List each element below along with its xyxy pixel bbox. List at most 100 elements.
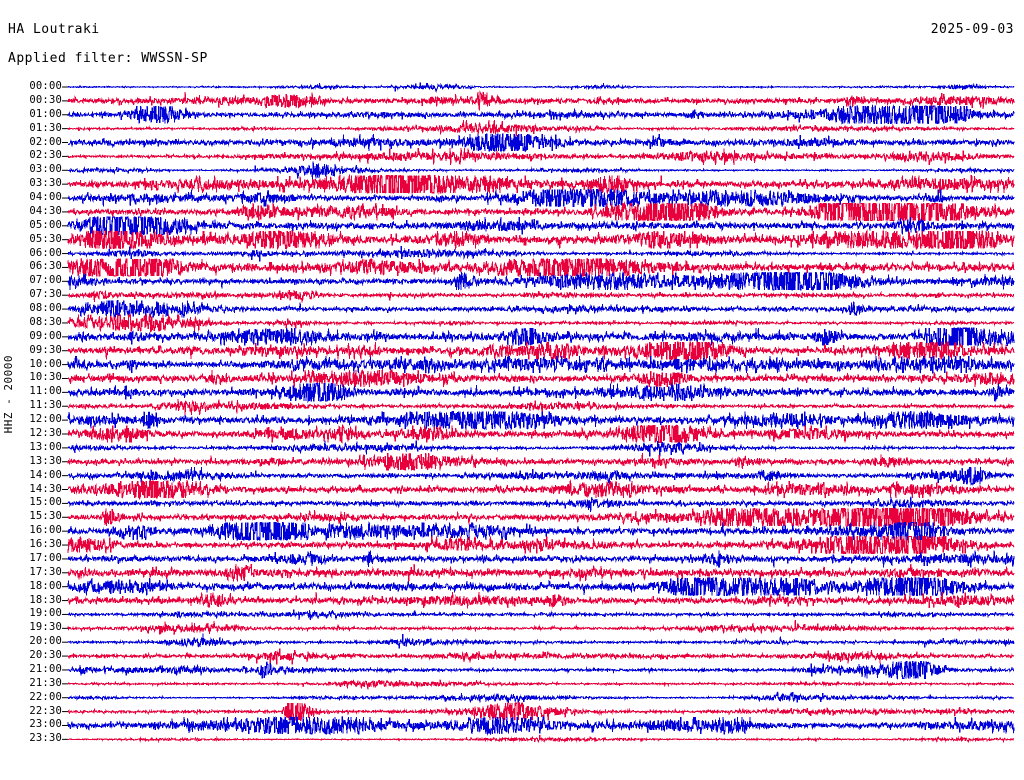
- time-tick-label: 06:00: [29, 246, 62, 259]
- trace-0230: [67, 147, 1015, 166]
- trace-0630: [67, 257, 1015, 278]
- station-title: HA Loutraki: [8, 22, 100, 37]
- time-tick-label: 21:30: [29, 676, 62, 689]
- trace-2330: [67, 734, 1015, 744]
- trace-0730: [67, 289, 1015, 303]
- time-tick-label: 00:30: [29, 93, 62, 106]
- time-tick-label: 05:30: [29, 232, 62, 245]
- time-tick-label: 11:00: [29, 385, 62, 398]
- trace-1600: [67, 520, 1015, 542]
- trace-2100: [67, 660, 1015, 680]
- applied-filter-label: Applied filter: WWSSN-SP: [8, 51, 208, 66]
- trace-0130: [67, 119, 1015, 137]
- trace-1500: [67, 496, 1015, 513]
- time-tick-label: 23:00: [29, 718, 62, 731]
- trace-0530: [67, 229, 1015, 251]
- time-tick-label: 19:30: [29, 621, 62, 634]
- time-tick-label: 03:30: [29, 177, 62, 190]
- trace-1000: [67, 355, 1015, 374]
- trace-1100: [67, 383, 1015, 404]
- time-tick-label: 14:00: [29, 468, 62, 481]
- trace-2000: [67, 633, 1015, 649]
- time-tick-label: 02:30: [29, 149, 62, 162]
- time-tick-label: 22:00: [29, 690, 62, 703]
- time-tick-label: 11:30: [29, 399, 62, 412]
- trace-0900: [67, 327, 1015, 347]
- trace-0330: [67, 173, 1015, 195]
- trace-2130: [67, 679, 1015, 690]
- y-axis-tick-labels: 00:00 00:30 01:00 01:30 02:00 02:30 03:00 03:30…: [0, 78, 62, 768]
- time-tick-label: 22:30: [29, 704, 62, 717]
- trace-0500: [67, 216, 1015, 236]
- record-date: 2025-09-03: [930, 22, 1014, 37]
- time-tick-label: 20:30: [29, 649, 62, 662]
- time-tick-label: 02:00: [29, 135, 62, 148]
- trace-1930: [67, 620, 1015, 636]
- time-tick-label: 09:30: [29, 343, 62, 356]
- time-tick-label: 05:00: [29, 218, 62, 231]
- trace-1530: [67, 507, 1015, 528]
- trace-0830: [67, 313, 1015, 333]
- time-tick-label: 17:30: [29, 565, 62, 578]
- time-tick-label: 03:00: [29, 163, 62, 176]
- trace-1700: [67, 550, 1015, 568]
- time-tick-label: 07:00: [29, 274, 62, 287]
- trace-0430: [67, 201, 1015, 222]
- trace-0200: [67, 133, 1015, 153]
- time-tick-label: 19:00: [29, 607, 62, 620]
- trace-1300: [67, 440, 1015, 457]
- trace-2300: [67, 715, 1015, 736]
- trace-0100: [67, 104, 1015, 125]
- time-tick-label: 23:30: [29, 732, 62, 745]
- trace-2200: [67, 691, 1015, 704]
- time-tick-label: 18:00: [29, 579, 62, 592]
- time-tick-label: 01:00: [29, 107, 62, 120]
- time-tick-label: 10:00: [29, 357, 62, 370]
- trace-0400: [67, 187, 1015, 209]
- trace-1200: [67, 409, 1015, 431]
- trace-0000: [67, 82, 1015, 93]
- time-tick-label: 16:30: [29, 538, 62, 551]
- time-tick-label: 18:30: [29, 593, 62, 606]
- time-tick-label: 10:30: [29, 371, 62, 384]
- trace-1830: [67, 591, 1015, 609]
- time-tick-label: 16:00: [29, 524, 62, 537]
- trace-1030: [67, 369, 1015, 388]
- trace-1230: [67, 423, 1015, 445]
- trace-1400: [67, 466, 1015, 486]
- trace-0030: [67, 90, 1015, 112]
- time-tick-label: 07:30: [29, 288, 62, 301]
- trace-2030: [67, 648, 1014, 665]
- time-tick-label: 13:00: [29, 440, 62, 453]
- time-tick-label: 00:00: [29, 80, 62, 92]
- trace-0930: [67, 340, 1015, 362]
- seismogram-canvas: [62, 82, 1015, 744]
- time-tick-label: 04:30: [29, 204, 62, 217]
- trace-0700: [67, 270, 1015, 291]
- time-tick-label: 20:00: [29, 635, 62, 648]
- time-tick-label: 13:30: [29, 454, 62, 467]
- time-tick-label: 14:30: [29, 482, 62, 495]
- time-tick-label: 12:30: [29, 427, 62, 439]
- time-tick-label: 08:30: [29, 315, 62, 328]
- trace-1130: [67, 399, 1015, 415]
- trace-1900: [67, 609, 1015, 621]
- trace-0800: [67, 299, 1015, 318]
- time-tick-label: 09:00: [29, 329, 62, 342]
- time-tick-label: 15:00: [29, 496, 62, 509]
- time-tick-label: 15:30: [29, 510, 62, 523]
- trace-0600: [67, 246, 1015, 262]
- trace-1730: [67, 564, 1015, 582]
- trace-1430: [67, 479, 1015, 501]
- time-tick-label: 06:30: [29, 260, 62, 273]
- trace-2230: [67, 701, 1015, 721]
- time-tick-label: 12:00: [29, 413, 62, 426]
- time-tick-label: 17:00: [29, 551, 62, 564]
- time-tick-label: 04:00: [29, 191, 62, 204]
- trace-1800: [67, 576, 1015, 598]
- time-tick-label: 21:00: [29, 662, 62, 675]
- trace-0300: [67, 161, 1015, 179]
- trace-1630: [67, 535, 1015, 555]
- time-tick-label: 01:30: [29, 121, 62, 134]
